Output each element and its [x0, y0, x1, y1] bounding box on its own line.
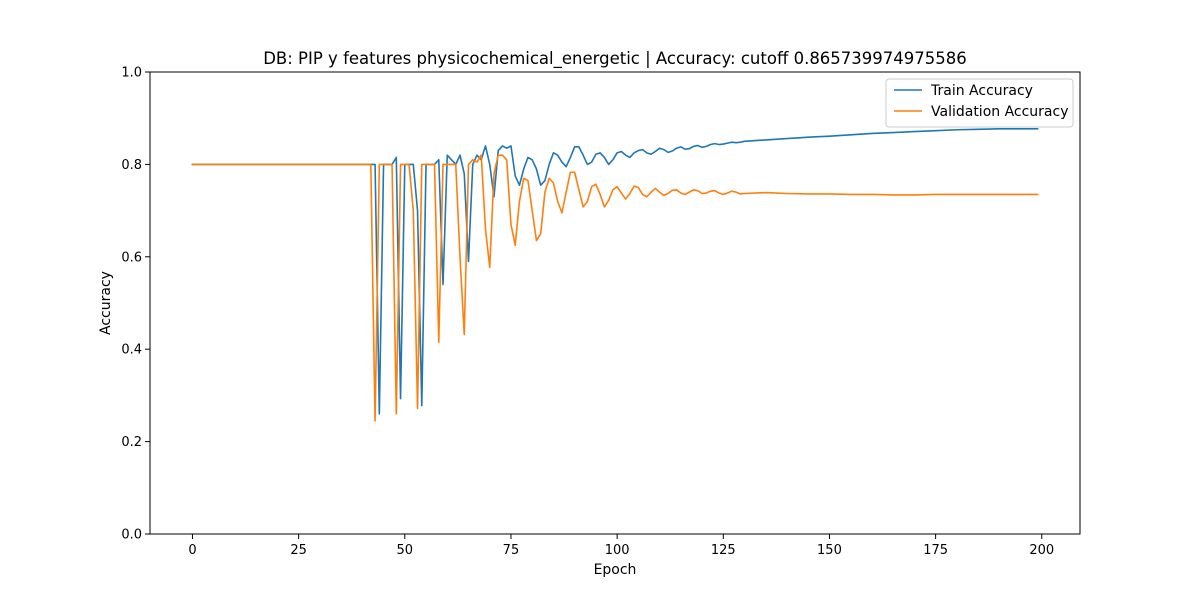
- series-line-validation-accuracy: [191, 154, 1039, 422]
- x-axis-label: Epoch: [594, 562, 637, 578]
- x-tick-label: 100: [605, 543, 630, 558]
- x-axis: 0 25 50 75 100 125 150 175 200: [188, 534, 1054, 558]
- x-tick-label: 0: [188, 543, 196, 558]
- x-tick-label: 200: [1029, 543, 1054, 558]
- legend: Train Accuracy Validation Accuracy: [885, 78, 1074, 128]
- y-axis-label: Accuracy: [98, 271, 114, 335]
- y-tick-label: 0.4: [121, 343, 142, 358]
- legend-label: Train Accuracy: [930, 83, 1033, 99]
- x-tick-label: 25: [290, 543, 307, 558]
- y-tick-label: 0.0: [121, 528, 142, 543]
- x-tick-label: 50: [397, 543, 414, 558]
- series-lines: [191, 128, 1039, 422]
- y-tick-label: 0.2: [121, 435, 142, 450]
- chart-title: DB: PIP y features physicochemical_energ…: [263, 49, 967, 69]
- y-tick-label: 1.0: [121, 66, 142, 81]
- legend-label: Validation Accuracy: [931, 104, 1069, 120]
- x-tick-label: 75: [503, 543, 520, 558]
- x-tick-label: 175: [923, 543, 948, 558]
- legend-box: [885, 78, 1074, 128]
- x-tick-label: 150: [817, 543, 842, 558]
- plot-frame: [149, 71, 1081, 535]
- y-tick-label: 0.6: [121, 250, 142, 265]
- y-tick-label: 0.8: [121, 158, 142, 173]
- series-line-train-accuracy: [191, 128, 1039, 415]
- y-axis: 0.0 0.2 0.4 0.6 0.8 1.0: [121, 66, 150, 543]
- x-tick-label: 125: [711, 543, 736, 558]
